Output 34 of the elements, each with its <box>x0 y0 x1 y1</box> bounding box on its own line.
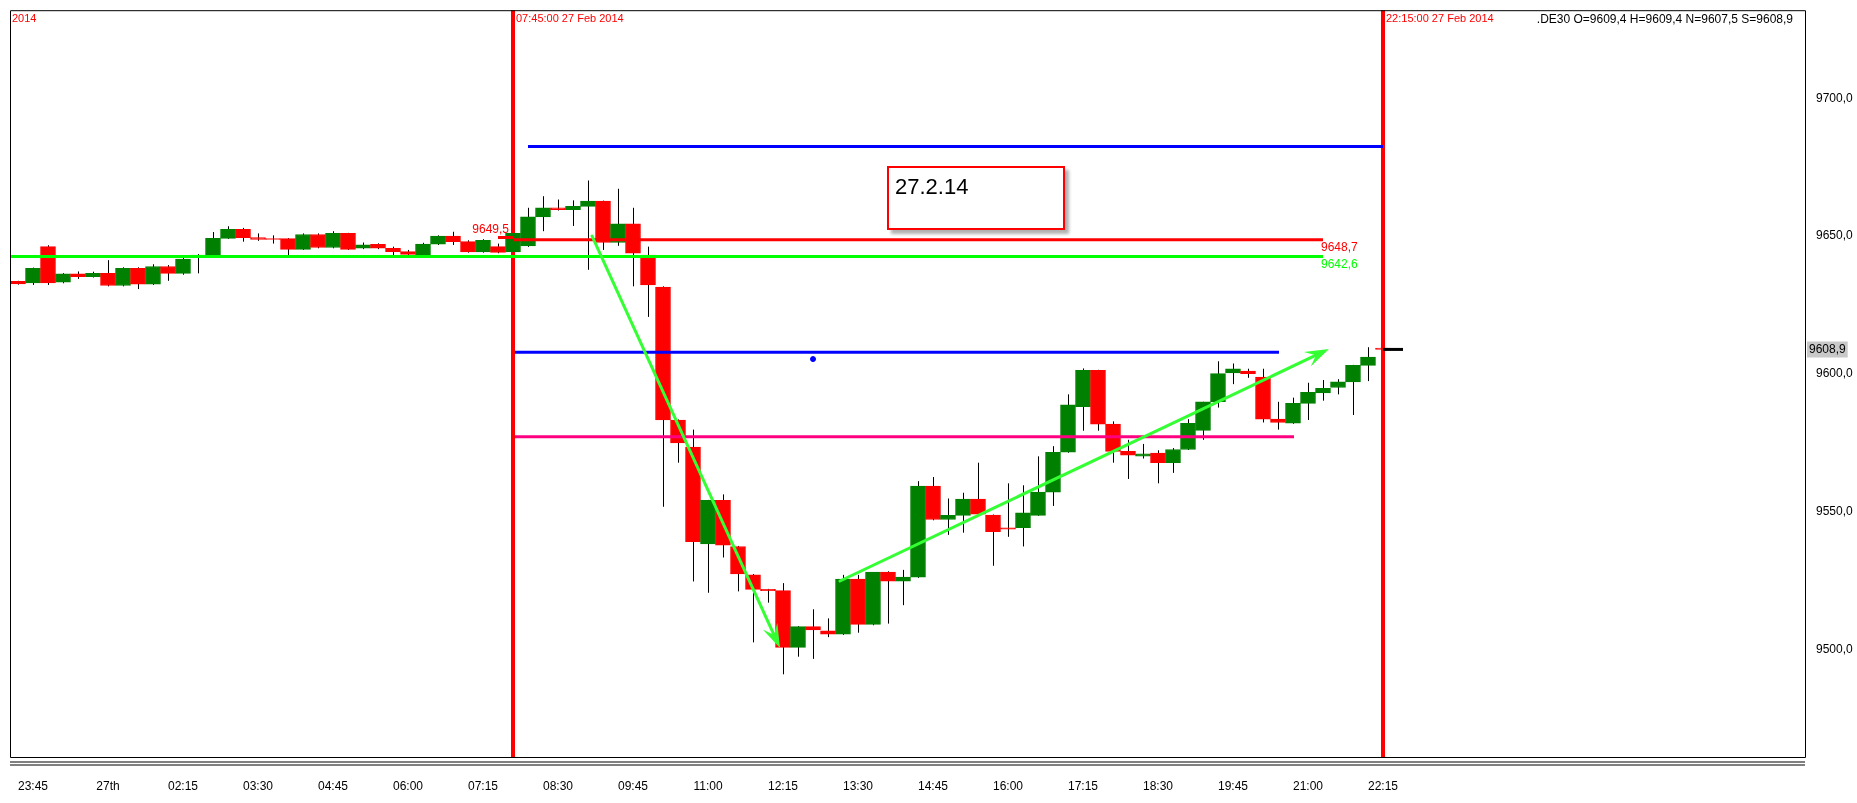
y-tick-label: 9500,0 <box>1816 641 1854 656</box>
x-tick-label: 21:00 <box>1292 778 1324 793</box>
x-tick-label: 27th <box>96 778 120 793</box>
annotation: 27.2.14 <box>895 174 969 199</box>
x-tick-label: 08:30 <box>542 778 574 793</box>
chart-title: .DE30 O=9609,4 H=9609,4 N=9607,5 S=9608,9 <box>1536 11 1794 26</box>
x-tick-label: 09:45 <box>617 778 649 793</box>
x-tick-label: 17:15 <box>1067 778 1099 793</box>
x-tick-label: 06:00 <box>392 778 424 793</box>
x-tick-label: 04:45 <box>317 778 349 793</box>
annotation: 2014 <box>12 11 37 24</box>
x-tick-label: 14:45 <box>917 778 949 793</box>
x-tick-label: 11:00 <box>693 778 723 793</box>
ref-line-label: 22:15:00 27 Feb 2014 <box>1386 11 1494 24</box>
x-tick-label: 18:30 <box>1142 778 1174 793</box>
x-tick-label: 02:15 <box>167 778 199 793</box>
x-tick-label: 19:45 <box>1217 778 1249 793</box>
y-tick-label: 9700,0 <box>1816 90 1854 105</box>
x-tick-label: 07:15 <box>467 778 499 793</box>
y-tick-label: 9550,0 <box>1816 504 1854 519</box>
series-label: 9642,6 <box>1321 256 1359 271</box>
ref-line-label: 07:45:00 27 Feb 2014 <box>516 11 624 24</box>
series-label: 9649,5 <box>472 221 510 236</box>
x-tick-label: 22:15 <box>1367 778 1399 793</box>
x-tick-label: 16:00 <box>992 778 1024 793</box>
x-tick-label: 12:15 <box>767 778 799 793</box>
series-label: 9648,7 <box>1321 240 1359 255</box>
y-tick-label: 9650,0 <box>1816 228 1854 243</box>
x-tick-label: 13:30 <box>842 778 874 793</box>
text: 9608,9 <box>1809 341 1847 356</box>
x-tick-label: 23:45 <box>17 778 49 793</box>
note-box: 27.2.14 <box>887 166 1065 230</box>
y-tick-label: 9600,0 <box>1816 366 1854 381</box>
x-tick-label: 03:30 <box>242 778 274 793</box>
